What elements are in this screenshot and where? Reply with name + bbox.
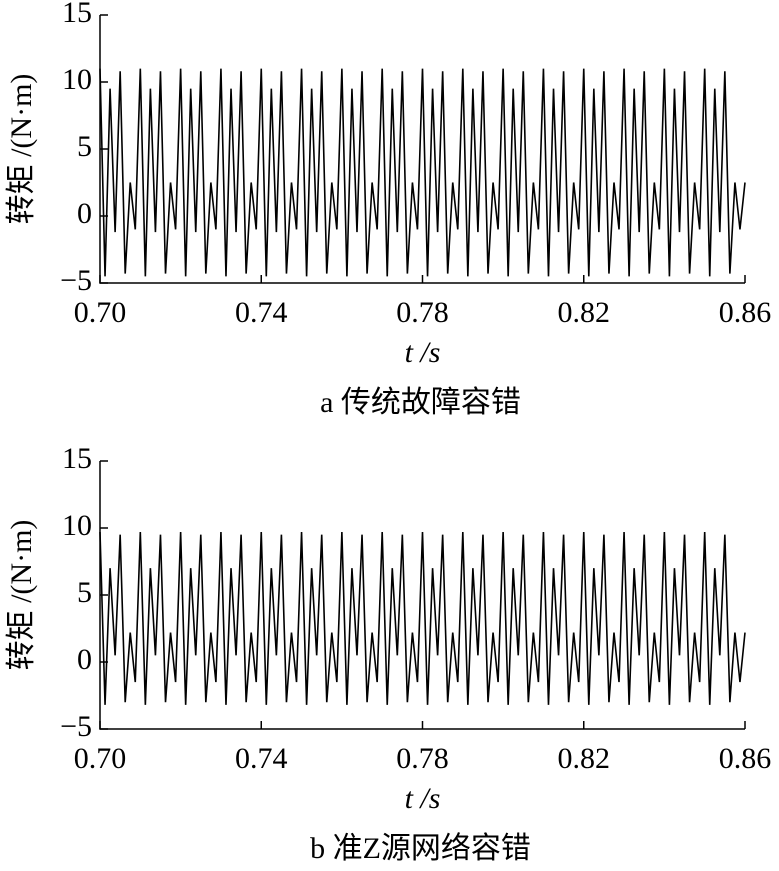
torque-line: [99, 68, 746, 277]
caption: b 准Z源网络容错: [310, 832, 531, 865]
y-tick-label: 10: [62, 509, 92, 542]
y-axis-label: 转矩 /(N·m): [5, 74, 38, 225]
y-tick-label: −5: [60, 264, 92, 297]
y-axis-label: 转矩 /(N·m): [5, 520, 38, 671]
y-tick-label: 0: [77, 197, 92, 230]
torque-line: [99, 531, 746, 705]
y-tick-label: 0: [77, 643, 92, 676]
x-tick-label: 0.70: [74, 742, 127, 775]
x-tick-label: 0.74: [235, 742, 288, 775]
y-tick-label: 15: [62, 0, 92, 29]
x-tick-label: 0.74: [235, 296, 288, 329]
x-tick-label: 0.86: [719, 742, 772, 775]
x-axis-label: t /s: [405, 336, 441, 369]
x-tick-label: 0.70: [74, 296, 127, 329]
x-tick-label: 0.78: [396, 742, 449, 775]
y-tick-label: 5: [77, 576, 92, 609]
x-tick-label: 0.86: [719, 296, 772, 329]
x-tick-label: 0.82: [558, 296, 611, 329]
y-tick-label: 5: [77, 130, 92, 163]
x-tick-label: 0.82: [558, 742, 611, 775]
caption: a 传统故障容错: [320, 386, 521, 419]
x-axis-label: t /s: [405, 782, 441, 815]
y-tick-label: 15: [62, 442, 92, 475]
y-tick-label: 10: [62, 63, 92, 96]
y-tick-label: −5: [60, 710, 92, 743]
x-tick-label: 0.78: [396, 296, 449, 329]
